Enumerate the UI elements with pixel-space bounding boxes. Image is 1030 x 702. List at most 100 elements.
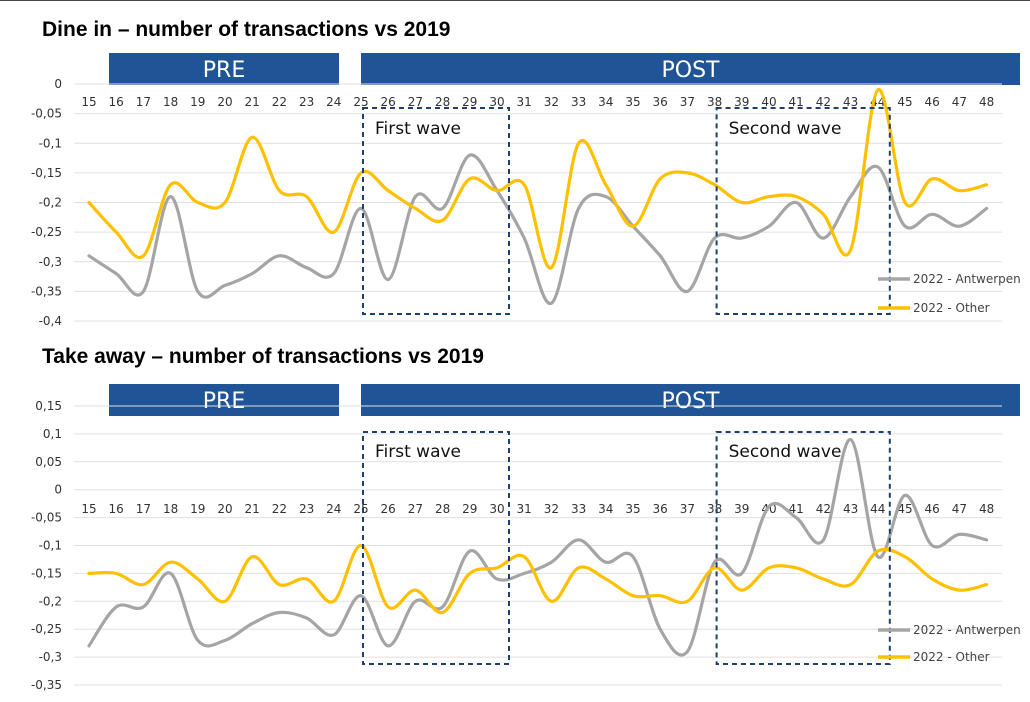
x-tick-label: 38 — [707, 502, 722, 516]
series-line-2022-antwerpen — [87, 153, 989, 305]
y-tick-label: -0,1 — [39, 539, 62, 553]
x-tick-label: 25 — [353, 95, 368, 109]
x-tick-label: 34 — [598, 502, 613, 516]
x-tick-label: 23 — [299, 95, 314, 109]
x-tick-label: 35 — [625, 95, 640, 109]
x-tick-label: 31 — [517, 502, 532, 516]
series-line-2022-other — [87, 543, 989, 615]
y-tick-label: -0,05 — [31, 107, 62, 121]
x-tick-label: 43 — [843, 502, 858, 516]
x-tick-label: 32 — [544, 95, 559, 109]
y-tick-label: 0,05 — [35, 455, 62, 469]
y-tick-label: 0,1 — [43, 427, 62, 441]
x-tick-label: 39 — [734, 95, 749, 109]
x-tick-label: 36 — [653, 502, 668, 516]
x-tick-label: 30 — [489, 502, 504, 516]
x-tick-label: 41 — [789, 502, 804, 516]
legend-label-2022-other: 2022 - Other — [913, 650, 990, 664]
y-tick-label: -0,05 — [31, 511, 62, 525]
legend-label-2022-antwerpen: 2022 - Antwerpen — [913, 272, 1021, 286]
x-tick-label: 38 — [707, 95, 722, 109]
band-pre — [109, 384, 339, 416]
y-tick-label: -0,35 — [31, 284, 62, 298]
x-tick-label: 27 — [408, 502, 423, 516]
y-tick-label: 0 — [54, 77, 62, 91]
wave-box-first — [362, 107, 510, 315]
x-tick-label: 34 — [598, 95, 613, 109]
x-tick-label: 26 — [381, 95, 396, 109]
x-tick-label: 33 — [571, 95, 586, 109]
x-tick-label: 42 — [816, 502, 831, 516]
x-tick-label: 21 — [245, 502, 260, 516]
y-tick-label: -0,35 — [31, 678, 62, 692]
x-tick-label: 16 — [109, 95, 124, 109]
x-tick-label: 43 — [843, 95, 858, 109]
y-tick-label: -0,2 — [39, 594, 62, 608]
x-tick-label: 19 — [190, 95, 205, 109]
x-tick-label: 46 — [925, 502, 940, 516]
x-tick-label: 48 — [979, 95, 994, 109]
x-tick-label: 32 — [544, 502, 559, 516]
x-tick-label: 15 — [81, 95, 96, 109]
series-line-2022-other — [87, 88, 989, 270]
x-tick-label: 18 — [163, 502, 178, 516]
x-tick-label: 25 — [353, 502, 368, 516]
x-tick-label: 48 — [979, 502, 994, 516]
x-tick-label: 39 — [734, 502, 749, 516]
x-tick-label: 17 — [136, 502, 151, 516]
x-tick-label: 45 — [897, 95, 912, 109]
x-tick-label: 22 — [272, 502, 287, 516]
y-tick-label: -0,3 — [39, 255, 62, 269]
x-tick-label: 37 — [680, 95, 695, 109]
x-tick-label: 44 — [870, 502, 885, 516]
legend-label-2022-antwerpen: 2022 - Antwerpen — [913, 623, 1021, 637]
y-tick-label: -0,25 — [31, 622, 62, 636]
top-border-line — [0, 0, 1030, 1]
x-tick-label: 24 — [326, 502, 341, 516]
x-tick-label: 41 — [789, 95, 804, 109]
wave-label-first: First wave — [375, 119, 461, 139]
y-tick-label: -0,4 — [39, 314, 62, 328]
chart-title: Take away – number of transactions vs 20… — [42, 345, 484, 368]
series-line-2022-antwerpen — [87, 437, 989, 657]
x-tick-label: 30 — [489, 95, 504, 109]
x-tick-label: 46 — [925, 95, 940, 109]
x-tick-label: 20 — [217, 502, 232, 516]
x-tick-label: 18 — [163, 95, 178, 109]
chart-title: Dine in – number of transactions vs 2019 — [42, 18, 450, 41]
x-tick-label: 35 — [625, 502, 640, 516]
x-tick-label: 24 — [326, 95, 341, 109]
y-tick-label: -0,15 — [31, 566, 62, 580]
x-tick-label: 47 — [952, 95, 967, 109]
x-tick-label: 27 — [408, 95, 423, 109]
x-tick-label: 23 — [299, 502, 314, 516]
band-label-pre: PRE — [203, 389, 245, 414]
x-tick-label: 37 — [680, 502, 695, 516]
y-tick-label: 0,15 — [35, 399, 62, 413]
wave-label-first: First wave — [375, 442, 461, 462]
x-tick-label: 17 — [136, 95, 151, 109]
x-tick-label: 33 — [571, 502, 586, 516]
y-tick-label: 0 — [54, 483, 62, 497]
band-pre — [109, 53, 339, 85]
x-tick-label: 28 — [435, 502, 450, 516]
y-tick-label: -0,15 — [31, 166, 62, 180]
x-tick-label: 21 — [245, 95, 260, 109]
x-tick-label: 20 — [217, 95, 232, 109]
x-tick-label: 40 — [761, 95, 776, 109]
x-tick-label: 29 — [462, 95, 477, 109]
y-tick-label: -0,1 — [39, 136, 62, 150]
band-label-pre: PRE — [203, 58, 245, 83]
band-post — [361, 53, 1020, 85]
y-tick-label: -0,25 — [31, 225, 62, 239]
band-label-post: POST — [662, 389, 721, 414]
legend-label-2022-other: 2022 - Other — [913, 301, 990, 315]
x-tick-label: 19 — [190, 502, 205, 516]
wave-box-first — [362, 431, 510, 665]
x-tick-label: 47 — [952, 502, 967, 516]
x-tick-label: 26 — [381, 502, 396, 516]
x-tick-label: 36 — [653, 95, 668, 109]
x-tick-label: 31 — [517, 95, 532, 109]
y-tick-label: -0,2 — [39, 196, 62, 210]
